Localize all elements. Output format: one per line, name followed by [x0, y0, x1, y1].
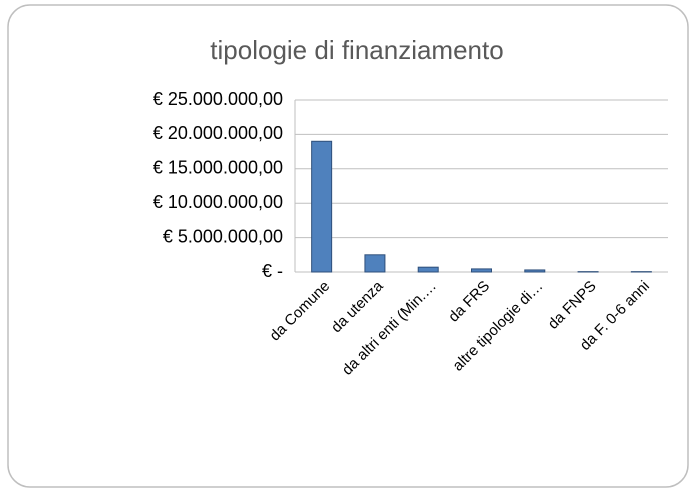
y-tick-label: € 15.000.000,00	[153, 158, 283, 178]
y-tick-label: € 5.000.000,00	[163, 226, 283, 246]
bar	[364, 254, 386, 273]
card	[7, 4, 689, 488]
y-tick-label: € 25.000.000,00	[153, 89, 283, 109]
bar	[311, 140, 333, 273]
y-tick-label: € -	[262, 261, 283, 281]
bar	[524, 269, 546, 273]
y-tick-label: € 20.000.000,00	[153, 123, 283, 143]
bar	[417, 266, 439, 273]
bar	[471, 268, 492, 273]
y-tick-label: € 10.000.000,00	[153, 192, 283, 212]
chart-title: tipologie di finanziamento	[210, 35, 503, 65]
